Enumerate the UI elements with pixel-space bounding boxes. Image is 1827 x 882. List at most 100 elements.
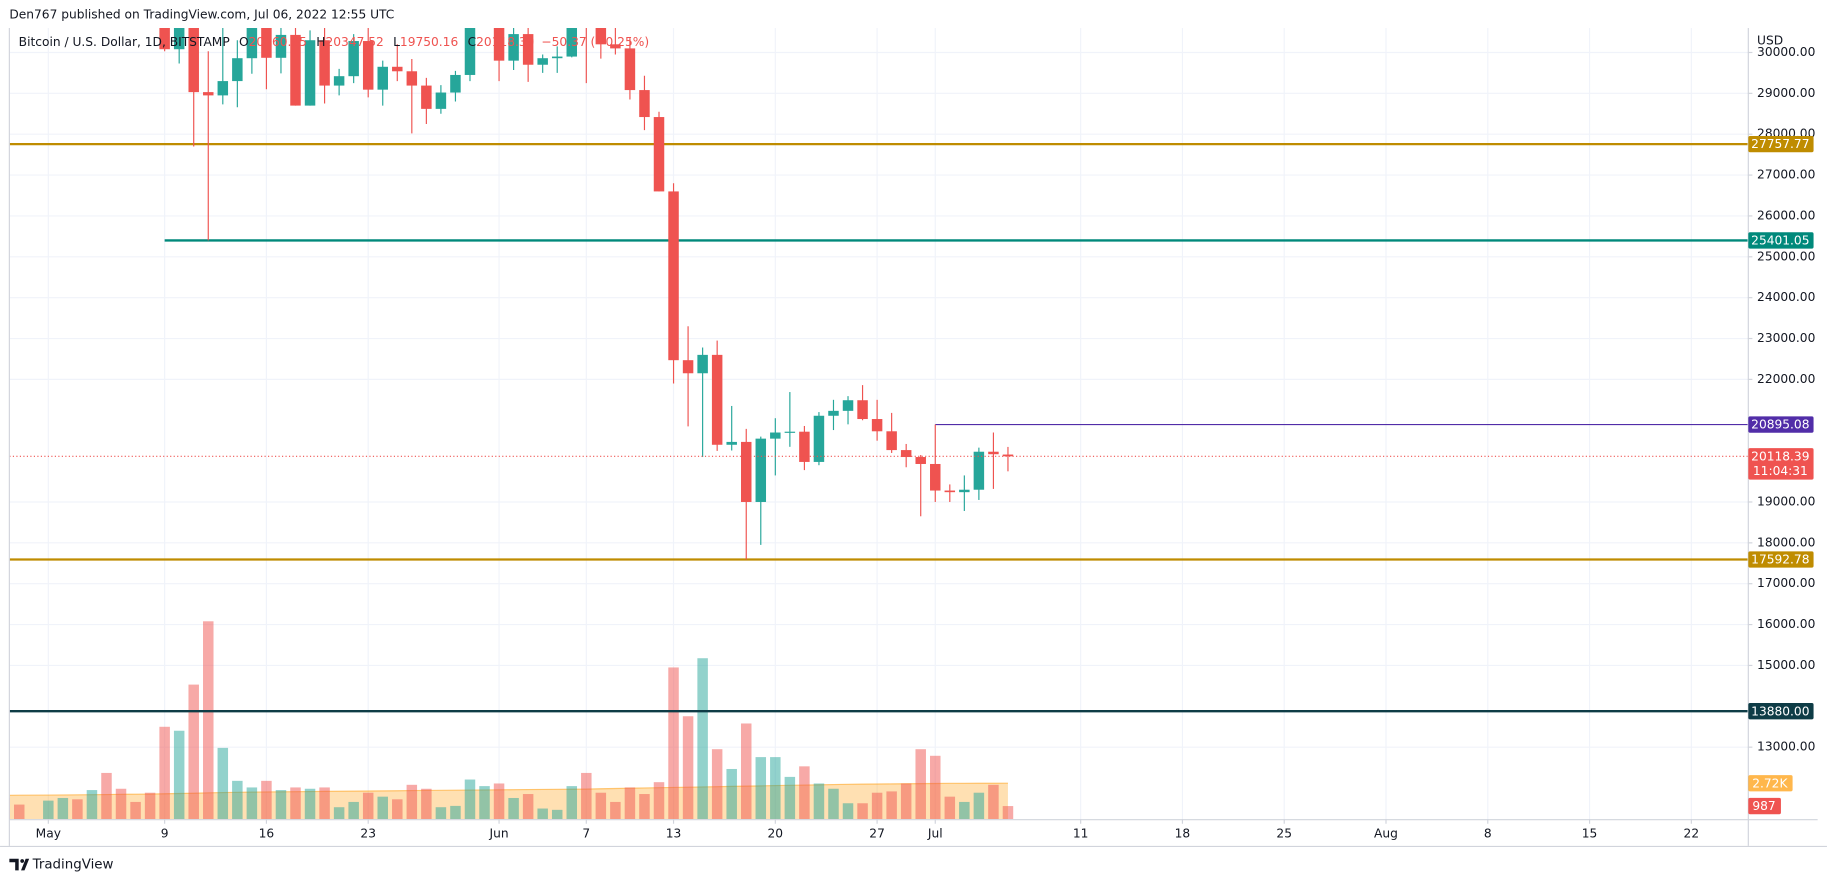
- y-tick-label: 26000.00: [1757, 208, 1815, 222]
- volume-bar: [319, 787, 330, 820]
- level-tag: [1748, 703, 1814, 720]
- x-tick-label: 22: [1684, 827, 1700, 841]
- x-tick-label: 18: [1175, 827, 1191, 841]
- candle-body: [217, 81, 229, 96]
- candle-body: [566, 27, 578, 57]
- volume-bar: [217, 747, 229, 820]
- candle-body: [740, 441, 752, 502]
- level-tag: [1748, 232, 1814, 249]
- volume-bar: [828, 788, 839, 820]
- volume-bar: [275, 790, 287, 820]
- volume-bar: [973, 792, 985, 820]
- candle-body: [1002, 454, 1014, 457]
- volume-bar: [101, 772, 112, 820]
- volume-bar: [115, 788, 127, 820]
- volume-bar: [581, 772, 592, 820]
- candle-body: [275, 34, 287, 58]
- y-tick-label: 29000.00: [1757, 86, 1815, 100]
- volume-bar: [813, 783, 825, 820]
- level-tag-label: 20895.08: [1751, 418, 1809, 432]
- volume-bar: [362, 792, 374, 820]
- candle-body: [421, 85, 432, 109]
- candle-body: [551, 56, 563, 59]
- y-tick-label: 25000.00: [1757, 249, 1815, 263]
- candle-body: [842, 400, 854, 411]
- publisher: Den767 published on TradingView.com, Jul…: [9, 8, 394, 22]
- candle-body: [900, 450, 912, 458]
- candle-body: [493, 27, 505, 61]
- volume-bar: [551, 809, 563, 820]
- x-tick-label: Jun: [489, 827, 509, 841]
- volume-bar: [348, 801, 359, 820]
- volume-bar: [43, 800, 54, 820]
- volume-bar: [799, 766, 810, 820]
- volume-bar: [770, 757, 781, 820]
- currency: USD: [1757, 33, 1783, 47]
- ohlc-key: H: [316, 34, 325, 48]
- candle-body: [857, 400, 868, 420]
- candle-body: [930, 463, 941, 491]
- volume-bar: [784, 776, 796, 820]
- y-tick-label: 22000.00: [1757, 372, 1815, 386]
- y-tick-label: 17000.00: [1757, 576, 1815, 590]
- candle-body: [639, 90, 650, 118]
- change: −50.37 (−0.25%): [541, 34, 649, 48]
- volume-bar: [246, 787, 258, 820]
- volume-bar: [988, 784, 999, 820]
- plot-area: [9, 27, 1748, 820]
- volume-bar: [624, 787, 636, 820]
- volume-bar: [915, 749, 926, 820]
- y-tick-label: 27000.00: [1757, 168, 1815, 182]
- ohlc-key: L: [393, 34, 400, 48]
- candle-body: [377, 66, 388, 90]
- candle-body: [813, 415, 825, 462]
- candle-body: [726, 441, 737, 445]
- volume-bar: [392, 799, 403, 820]
- candle-body: [392, 66, 403, 72]
- candle-body: [508, 34, 519, 61]
- candle-body: [450, 74, 461, 93]
- x-tick-label: Jul: [927, 827, 943, 841]
- volume-bar: [697, 658, 708, 820]
- level-tag: [1748, 416, 1814, 433]
- candle-body: [406, 71, 418, 86]
- x-tick-label: 20: [768, 827, 784, 841]
- volume-bar: [740, 723, 752, 820]
- volume-bar: [493, 783, 505, 820]
- volume-bar: [682, 716, 694, 820]
- ohlc-value: 20347.52: [325, 34, 383, 48]
- volume-bar: [959, 801, 970, 820]
- ohlc-key: C: [468, 34, 477, 48]
- overlay: Bitcoin / U.S. Dollar, 1D, BITSTAMP O2016…: [19, 34, 649, 48]
- level-tag: [1748, 135, 1814, 153]
- ohlc-value: 20160.95: [249, 34, 307, 48]
- volume-bar: [871, 792, 883, 820]
- volume-bar: [595, 792, 607, 820]
- candle-body: [973, 451, 985, 490]
- volume-bar: [944, 796, 956, 820]
- candle-body: [261, 27, 272, 58]
- y-tick-label: 23000.00: [1757, 331, 1815, 345]
- x-tick-label: 16: [259, 827, 275, 841]
- candle-body: [362, 41, 374, 90]
- y-tick-label: 30000.00: [1757, 45, 1815, 59]
- ohlc-key: O: [239, 34, 249, 48]
- volume-bar: [377, 796, 388, 820]
- volume-bar: [726, 768, 737, 820]
- candle-body: [188, 27, 199, 93]
- volume-bar: [130, 801, 141, 820]
- volume-ma-tag-label: 2.72K: [1752, 776, 1788, 790]
- volume-bar: [930, 755, 941, 820]
- x-tick-label: 13: [666, 827, 682, 841]
- candle-body: [711, 354, 723, 445]
- candle-body: [682, 360, 694, 374]
- candle-body: [697, 354, 708, 374]
- candle-body: [915, 457, 926, 464]
- volume-bar: [1002, 806, 1014, 820]
- volume-bar: [232, 780, 243, 820]
- volume-bar: [13, 804, 25, 820]
- x-tick-label: 11: [1073, 827, 1089, 841]
- countdown-label: 11:04:31: [1753, 464, 1808, 478]
- volume-bar: [711, 749, 723, 820]
